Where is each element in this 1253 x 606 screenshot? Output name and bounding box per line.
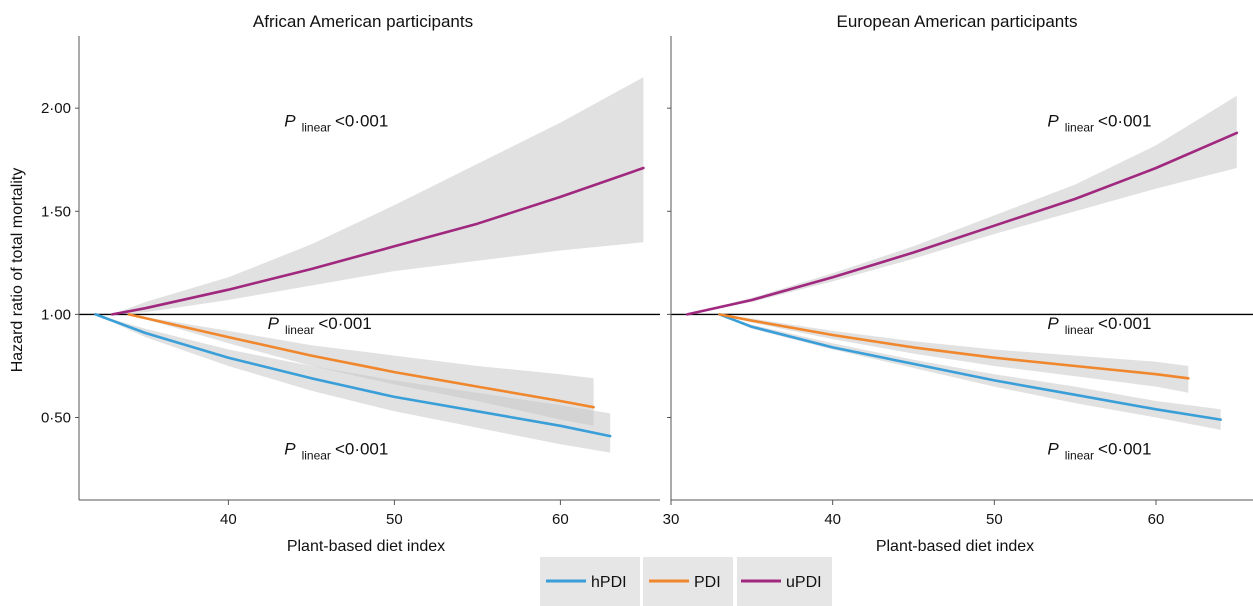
x-tick-label: 60 (552, 511, 569, 528)
data-point-hpdi (94, 313, 96, 315)
data-point-pdi (1187, 377, 1189, 379)
data-point-updi (476, 223, 478, 225)
data-point-updi (227, 289, 229, 291)
data-point-updi (310, 268, 312, 270)
legend: hPDI PDI uPDI (540, 557, 832, 606)
data-point-pdi (476, 385, 478, 387)
panel-title: European American participants (837, 12, 1078, 31)
data-point-hpdi (1155, 408, 1157, 410)
data-point-pdi (832, 334, 834, 336)
data-point-pdi (751, 319, 753, 321)
x-tick-label: 60 (1148, 511, 1165, 528)
data-point-hpdi (832, 346, 834, 348)
y-tick-label: 2·00 (41, 100, 71, 117)
series-line-hpdi (718, 313, 1222, 421)
data-point-pdi (310, 354, 312, 356)
data-point-pdi (993, 357, 995, 359)
plot-area (79, 77, 660, 453)
data-point-hpdi (1220, 418, 1222, 420)
series-line-pdi (127, 313, 595, 409)
series-line-hpdi (94, 313, 612, 438)
ci-band-updi (687, 95, 1237, 315)
data-point-updi (1074, 198, 1076, 200)
data-point-hpdi (609, 435, 611, 437)
x-tick-label: 30 (663, 511, 680, 528)
data-point-hpdi (310, 377, 312, 379)
y-axis-label: Hazard ratio of total mortality (9, 168, 26, 373)
x-axis-label: Plant-based diet index (287, 538, 445, 555)
axis-ticks: 40 50 60 0·50 1·00 1·50 2·00 (41, 100, 569, 528)
x-tick-label: 40 (824, 511, 841, 528)
data-point-updi (144, 307, 146, 309)
panel-european-american: European American participants 30 40 50 60 … (663, 12, 1253, 555)
data-point-updi (832, 276, 834, 278)
data-point-hpdi (227, 357, 229, 359)
data-point-hpdi (144, 332, 146, 334)
legend-label-pdi: PDI (694, 574, 721, 591)
legend-label-updi: uPDI (786, 574, 822, 591)
data-point-hpdi (393, 396, 395, 398)
data-point-updi (686, 313, 688, 315)
data-point-hpdi (751, 326, 753, 328)
series-line-updi (110, 166, 645, 316)
data-point-updi (912, 251, 914, 253)
data-point-pdi (912, 346, 914, 348)
data-point-updi (393, 245, 395, 247)
data-point-updi (993, 225, 995, 227)
data-point-pdi (559, 400, 561, 402)
data-point-updi (1236, 132, 1238, 134)
data-point-pdi (718, 313, 720, 315)
data-point-pdi (128, 313, 130, 315)
data-point-updi (642, 167, 644, 169)
data-point-hpdi (1074, 394, 1076, 396)
data-point-updi (1155, 167, 1157, 169)
x-tick-label: 50 (386, 511, 403, 528)
data-point-pdi (592, 406, 594, 408)
data-point-updi (751, 299, 753, 301)
ci-band-hpdi (95, 314, 611, 453)
panel-african-american: African American participants 40 50 60 0·50… (9, 12, 660, 555)
data-point-updi (559, 196, 561, 198)
data-point-hpdi (912, 363, 914, 365)
data-point-hpdi (993, 379, 995, 381)
data-point-pdi (227, 336, 229, 338)
plot-area (671, 95, 1253, 430)
axis-ticks: 30 40 50 60 (663, 107, 1165, 528)
ci-band-hpdi (719, 314, 1221, 430)
series-line-updi (685, 131, 1239, 316)
panel-title: African American participants (253, 12, 473, 31)
x-axis-label: Plant-based diet index (876, 538, 1034, 555)
data-point-pdi (1155, 373, 1157, 375)
x-tick-label: 50 (986, 511, 1003, 528)
data-point-pdi (1074, 365, 1076, 367)
data-point-hpdi (476, 410, 478, 412)
data-point-updi (111, 313, 113, 315)
data-point-pdi (393, 371, 395, 373)
ci-band-updi (112, 77, 644, 315)
legend-label-hpdi: hPDI (591, 574, 627, 591)
y-tick-label: 1·50 (41, 203, 71, 220)
x-tick-label: 40 (220, 511, 237, 528)
series-line-pdi (718, 313, 1190, 380)
ci-band-pdi (128, 314, 594, 426)
data-point-hpdi (559, 425, 561, 427)
y-tick-label: 1·00 (41, 306, 71, 323)
y-tick-label: 0·50 (41, 410, 71, 427)
